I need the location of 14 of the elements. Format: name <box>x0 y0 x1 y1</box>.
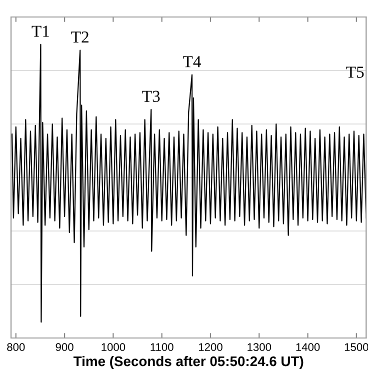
annotation: T3 <box>142 90 160 102</box>
x-tick-label: 900 <box>56 343 74 352</box>
x-tick-label: 1000 <box>102 343 126 352</box>
x-axis-title: Time (Seconds after 05:50:24.6 UT) <box>73 356 304 369</box>
annotation: T4 <box>183 56 201 68</box>
x-tick-label: 1500 <box>344 343 368 352</box>
annotation: T5 <box>346 66 364 78</box>
x-tick-label: 1100 <box>150 343 174 352</box>
annotation: T1 <box>32 26 49 37</box>
x-tick-label: 1200 <box>198 343 222 352</box>
annotation: T2 <box>71 32 88 43</box>
x-tick-label: 800 <box>7 343 25 352</box>
x-tick-label: 1400 <box>296 343 320 352</box>
x-tick-label: 1300 <box>248 343 272 352</box>
